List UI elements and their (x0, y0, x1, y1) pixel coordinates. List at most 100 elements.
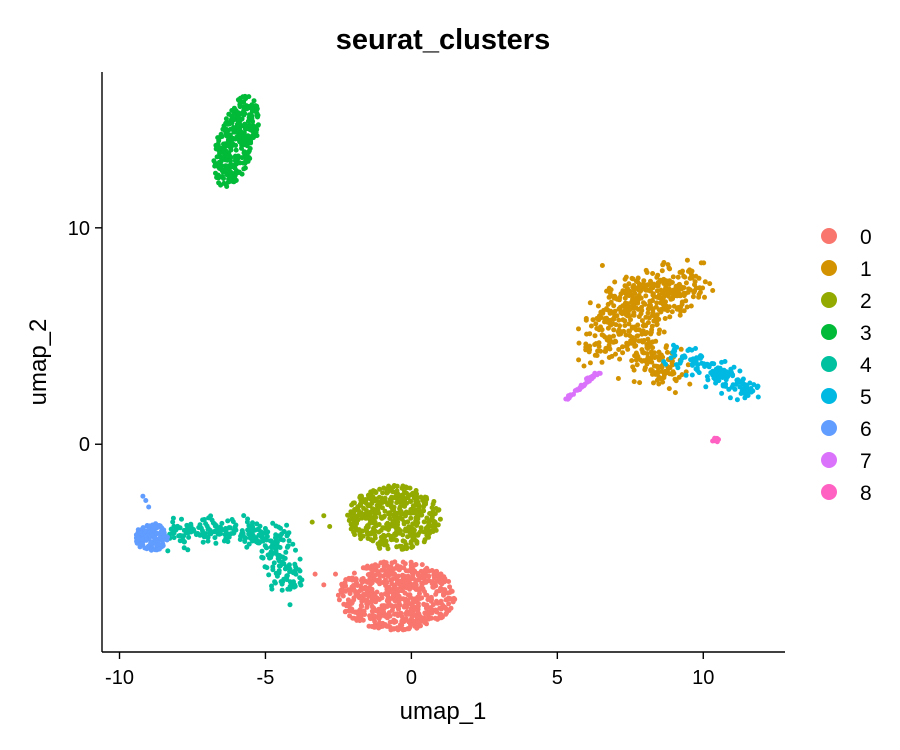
cluster-point (249, 106, 255, 112)
cluster-point (406, 510, 411, 516)
cluster-point (236, 98, 242, 104)
cluster-point (401, 521, 407, 527)
cluster-point (349, 600, 355, 606)
cluster-point (380, 490, 386, 496)
cluster-point (702, 294, 707, 300)
cluster-point (656, 331, 662, 336)
cluster-point (659, 363, 665, 369)
cluster-point (404, 582, 410, 588)
cluster-point (235, 110, 241, 116)
cluster-point (164, 537, 170, 543)
cluster-point (599, 359, 605, 365)
cluster-point (618, 310, 624, 315)
cluster-point (727, 395, 733, 401)
cluster-point (574, 387, 580, 393)
cluster-point (424, 621, 429, 627)
cluster-point (374, 589, 380, 595)
cluster-point (414, 540, 420, 546)
cluster-point (144, 545, 150, 551)
cluster-point (419, 580, 425, 586)
cluster-point (229, 120, 235, 126)
cluster-point (685, 362, 691, 368)
cluster-point (342, 580, 348, 586)
cluster-point (391, 514, 397, 520)
cluster-point (637, 288, 643, 294)
cluster-point (439, 581, 445, 587)
cluster-point (379, 567, 385, 573)
cluster-point (584, 331, 590, 337)
cluster-point (622, 318, 628, 324)
cluster-point (631, 379, 637, 385)
cluster-point (360, 576, 366, 581)
cluster-point (269, 583, 274, 589)
cluster-point (213, 170, 218, 176)
cluster-point (617, 323, 623, 329)
cluster-point (362, 593, 367, 599)
cluster-point (364, 527, 369, 533)
cluster-point (359, 587, 365, 593)
cluster-point (178, 533, 184, 539)
cluster-point (700, 285, 706, 291)
cluster-point (391, 495, 397, 501)
cluster-point (623, 332, 629, 338)
cluster-point (576, 326, 581, 332)
cluster-point (283, 549, 289, 555)
cluster-point (431, 499, 437, 504)
cluster-point (423, 616, 429, 622)
cluster-point (626, 321, 632, 327)
cluster-point (285, 543, 291, 549)
cluster-point (420, 587, 426, 592)
cluster-point (428, 523, 434, 529)
cluster-point (299, 577, 305, 583)
cluster-point (372, 619, 378, 624)
cluster-point (587, 347, 593, 353)
cluster-point (370, 574, 376, 580)
cluster-point (622, 308, 628, 313)
cluster-point (377, 545, 383, 551)
cluster-point (212, 535, 218, 541)
cluster-point (394, 544, 400, 550)
cluster-point (713, 380, 719, 386)
cluster-point (383, 541, 389, 546)
cluster-point (321, 582, 327, 588)
cluster-point (628, 340, 634, 346)
cluster-point (704, 374, 710, 380)
cluster-point (205, 534, 211, 540)
legend-item: 5 (821, 386, 872, 409)
cluster-point (689, 361, 695, 367)
cluster-point (380, 525, 386, 531)
legend: 0 1 2 3 4 5 6 7 8 (821, 226, 872, 505)
cluster-point (233, 522, 239, 528)
cluster-point (755, 394, 761, 400)
cluster-point (215, 531, 221, 537)
cluster-point (616, 306, 622, 312)
cluster-point (433, 506, 439, 511)
cluster-point (596, 340, 602, 346)
cluster-point (385, 546, 391, 552)
cluster-point (667, 266, 673, 272)
cluster-point (255, 112, 261, 118)
cluster-point (621, 328, 627, 334)
cluster-point (340, 588, 346, 594)
cluster-point (651, 363, 657, 369)
cluster-point (446, 601, 452, 607)
legend-key-dot (821, 388, 837, 404)
cluster-point (413, 587, 419, 592)
cluster-point (667, 279, 673, 285)
cluster-point (258, 539, 264, 545)
cluster-point (679, 372, 685, 378)
cluster-point (661, 329, 667, 335)
cluster-point (404, 485, 410, 491)
cluster-point (246, 94, 252, 100)
cluster-point (639, 358, 645, 364)
cluster-point (594, 326, 600, 331)
cluster-point (354, 580, 359, 586)
cluster-point (230, 116, 236, 121)
cluster-point (278, 554, 284, 560)
cluster-point (168, 526, 174, 532)
cluster-point (604, 319, 610, 325)
cluster-point (242, 93, 248, 99)
legend-key-dot (821, 260, 837, 276)
scatter-points (133, 93, 761, 633)
cluster-point (654, 274, 660, 280)
